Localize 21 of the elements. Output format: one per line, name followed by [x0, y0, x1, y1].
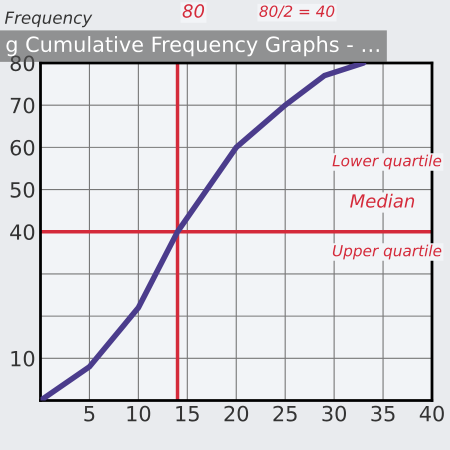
x-tick-label: 40	[420, 406, 444, 422]
y-tick-label: 10	[11, 350, 34, 367]
chart-title: g Cumulative Frequency Graphs - …	[6, 36, 379, 56]
y-tick-label: 80	[10, 55, 34, 72]
x-tick-label: 35	[371, 406, 394, 422]
y-tick-label: 60	[10, 140, 34, 156]
annotation: Lower quartile	[332, 154, 442, 170]
x-tick-label: 15	[176, 406, 199, 422]
x-tick-label: 20	[224, 406, 248, 422]
y-tick-label: 70	[10, 98, 34, 114]
y-axis-title: Frequency	[4, 12, 92, 28]
x-tick-label: 25	[273, 406, 297, 422]
annotation: Upper quartile	[332, 244, 442, 260]
text: 80	[182, 4, 204, 18]
x-tick-label: 30	[322, 406, 346, 422]
x-tick-label: 5	[84, 406, 94, 422]
x-tick-label: 10	[127, 406, 150, 422]
annotation: Median	[350, 194, 414, 208]
y-tick-label: 50	[10, 182, 34, 198]
text: 80/2 = 40	[259, 5, 334, 18]
y-tick-label: 40	[10, 224, 34, 240]
